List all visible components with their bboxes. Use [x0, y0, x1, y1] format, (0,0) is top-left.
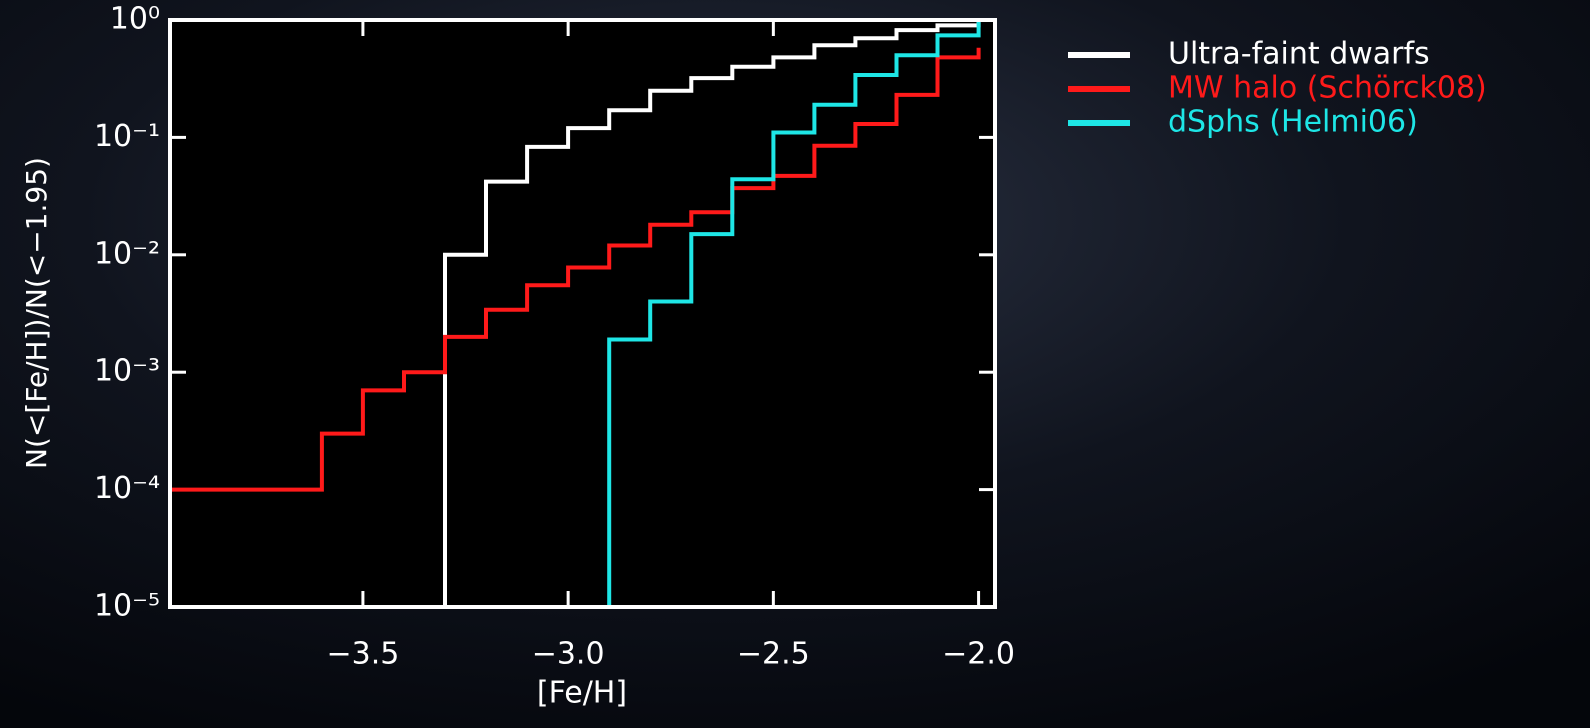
x-tick-label: −3.0: [532, 637, 605, 672]
x-tick-label: −3.5: [326, 637, 399, 672]
x-tick-label: −2.5: [737, 637, 810, 672]
y-tick-label: 10⁻³: [94, 354, 160, 389]
chart: [Fe/H] N(<[Fe/H])/N(<−1.95) 10⁰ 10⁻¹ 10⁻² 1…: [0, 0, 1590, 728]
y-tick-label: 10⁻²: [94, 236, 160, 271]
y-tick-label: 10⁻⁵: [94, 589, 160, 624]
legend-label: Ultra-faint dwarfs: [1168, 37, 1430, 72]
page: {"chart_data": {"type": "step", "xlabel"…: [0, 0, 1590, 728]
x-tick-label: −2.0: [942, 637, 1015, 672]
y-axis-label: N(<[Fe/H])/N(<−1.95): [20, 157, 53, 469]
y-tick-label: 10⁰: [110, 2, 160, 37]
plot-area: [170, 20, 995, 607]
legend-label: MW halo (Schörck08): [1168, 71, 1487, 106]
x-axis-label: [Fe/H]: [537, 676, 627, 711]
y-tick-label: 10⁻¹: [94, 119, 160, 154]
y-tick-label: 10⁻⁴: [94, 471, 160, 506]
legend-label: dSphs (Helmi06): [1168, 105, 1418, 140]
